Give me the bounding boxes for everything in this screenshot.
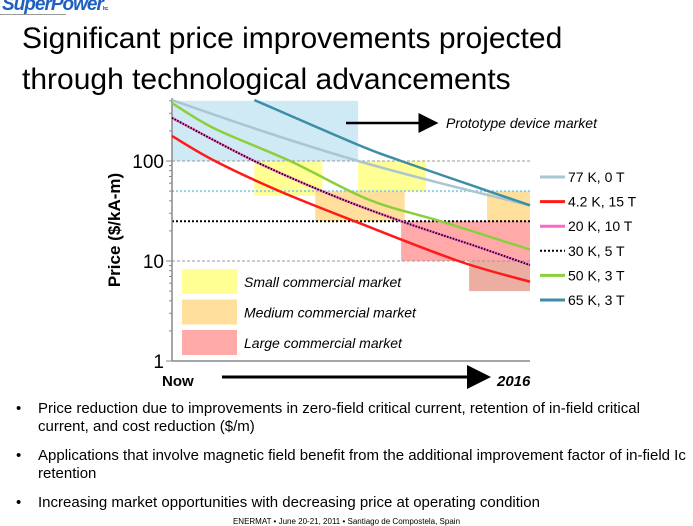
y-tick-label: 1 xyxy=(153,352,164,373)
legend-label-77-k-0-t: 77 K, 0 T xyxy=(568,169,625,185)
superpower-logo: SuperPowerInc. xyxy=(2,0,108,15)
bullet-item: Increasing market opportunities with dec… xyxy=(14,494,693,512)
legend-label-65-k-3-t: 65 K, 3 T xyxy=(568,292,625,308)
prototype-annotation: Prototype device market xyxy=(446,115,598,131)
market-legend-swatch xyxy=(182,330,237,355)
legend-label-50-k-3-t: 50 K, 3 T xyxy=(568,267,625,283)
bullet-item: Applications that involve magnetic field… xyxy=(14,447,693,483)
legend-label-20-k-10-t: 20 K, 10 T xyxy=(568,218,633,234)
market-legend-label: Small commercial market xyxy=(244,274,402,290)
series-line-30-k-5-t xyxy=(171,117,531,266)
market-legend-label: Large commercial market xyxy=(244,335,403,351)
bullet-item: Price reduction due to improvements in z… xyxy=(14,400,693,436)
slide-title: Significant price improvements projected… xyxy=(22,18,682,100)
title-line-1: Significant price improvements projected xyxy=(22,22,563,55)
y-tick-label: 10 xyxy=(143,252,164,273)
series-line-65-k-3-t xyxy=(253,98,531,207)
market-legend-swatch xyxy=(182,299,237,325)
region-large-market xyxy=(469,261,530,292)
logo-divider xyxy=(0,14,66,15)
x-end-label: 2016 xyxy=(496,373,531,390)
series-line-4-2-k-15-t xyxy=(171,134,531,283)
market-legend-swatch xyxy=(182,269,237,294)
legend-label-30-k-5-t: 30 K, 5 T xyxy=(568,243,625,259)
x-start-label: Now xyxy=(162,373,194,390)
footer: ENERMAT • June 20-21, 2011 • Santiago de… xyxy=(232,517,461,526)
series-line-50-k-3-t xyxy=(171,101,531,251)
y-axis-label: Price ($/kA-m) xyxy=(105,173,124,287)
bullet-list: Price reduction due to improvements in z… xyxy=(14,400,693,523)
series-line-77-k-0-t xyxy=(171,98,531,207)
y-tick-label: 100 xyxy=(132,152,164,173)
market-legend-label: Medium commercial market xyxy=(244,305,417,321)
title-line-2: through technological advancements xyxy=(22,63,511,96)
legend-label-4-2-k-15-t: 4.2 K, 15 T xyxy=(568,194,637,210)
